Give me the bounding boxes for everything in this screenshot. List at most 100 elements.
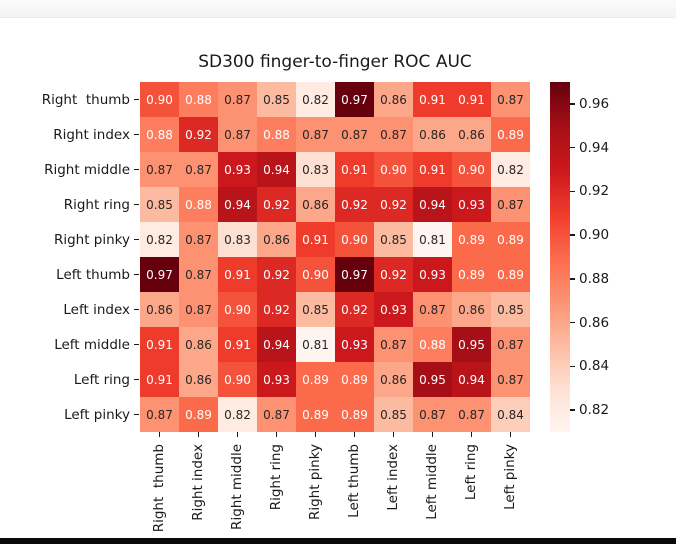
cell-0-1: 0.88 <box>179 82 218 117</box>
colorbar-tick-label: 0.88 <box>579 270 610 287</box>
cell-3-5: 0.92 <box>335 187 374 222</box>
colorbar-tick-mark <box>570 103 575 105</box>
cell-4-6: 0.85 <box>374 222 413 257</box>
cell-3-7: 0.94 <box>413 187 452 222</box>
cell-0-2: 0.87 <box>218 82 257 117</box>
cell-6-1: 0.87 <box>179 292 218 327</box>
y-tick-label-2: Right middle <box>44 161 130 178</box>
cell-4-7: 0.81 <box>413 222 452 257</box>
cell-4-4: 0.91 <box>296 222 335 257</box>
y-tick-label-9: Left pinky <box>64 406 130 423</box>
x-tick-mark <box>314 432 317 437</box>
cell-6-7: 0.87 <box>413 292 452 327</box>
x-tick-mark <box>197 432 200 437</box>
chart-title: SD300 finger-to-finger ROC AUC <box>198 52 472 72</box>
cell-7-8: 0.95 <box>452 327 491 362</box>
cell-7-2: 0.91 <box>218 327 257 362</box>
y-tick-mark <box>134 413 139 416</box>
cell-1-7: 0.86 <box>413 117 452 152</box>
cell-1-4: 0.87 <box>296 117 335 152</box>
cell-7-4: 0.81 <box>296 327 335 362</box>
cell-5-6: 0.92 <box>374 257 413 292</box>
y-tick-label-6: Left index <box>63 301 130 318</box>
cell-0-7: 0.91 <box>413 82 452 117</box>
cell-7-1: 0.86 <box>179 327 218 362</box>
cell-8-2: 0.90 <box>218 362 257 397</box>
cell-6-3: 0.92 <box>257 292 296 327</box>
colorbar-tick-mark <box>570 146 575 149</box>
cell-6-8: 0.86 <box>452 292 491 327</box>
cell-3-9: 0.87 <box>491 187 530 222</box>
y-tick-label-4: Right pinky <box>53 231 130 248</box>
y-tick-mark <box>134 343 139 346</box>
colorbar-tick-label: 0.96 <box>579 95 610 112</box>
cell-1-5: 0.87 <box>335 117 374 152</box>
x-tick-mark <box>470 432 473 437</box>
x-tick-mark <box>431 432 434 437</box>
cell-4-8: 0.89 <box>452 222 491 257</box>
x-tick-mark <box>392 432 395 437</box>
cell-9-9: 0.84 <box>491 397 530 432</box>
cell-8-0: 0.91 <box>140 362 179 397</box>
cell-8-8: 0.94 <box>452 362 491 397</box>
cell-4-5: 0.90 <box>335 222 374 257</box>
cell-5-2: 0.91 <box>218 257 257 292</box>
cell-9-2: 0.82 <box>218 397 257 432</box>
x-tick-mark <box>353 432 356 437</box>
cell-2-3: 0.94 <box>257 152 296 187</box>
cell-4-0: 0.82 <box>140 222 179 257</box>
colorbar-tick-mark <box>570 278 575 280</box>
cell-3-4: 0.86 <box>296 187 335 222</box>
cell-2-4: 0.83 <box>296 152 335 187</box>
colorbar-tick-mark <box>570 234 575 236</box>
cell-6-0: 0.86 <box>140 292 179 327</box>
cell-0-9: 0.87 <box>491 82 530 117</box>
cell-8-4: 0.89 <box>296 362 335 397</box>
x-tick-mark <box>236 432 239 437</box>
y-tick-mark <box>134 168 139 171</box>
cell-6-6: 0.93 <box>374 292 413 327</box>
x-tick-mark <box>158 432 161 437</box>
cell-2-9: 0.82 <box>491 152 530 187</box>
cell-9-3: 0.87 <box>257 397 296 432</box>
cell-9-6: 0.85 <box>374 397 413 432</box>
cell-5-8: 0.89 <box>452 257 491 292</box>
y-tick-label-7: Left middle <box>54 336 130 353</box>
cell-1-9: 0.89 <box>491 117 530 152</box>
cell-0-4: 0.82 <box>296 82 335 117</box>
cell-9-7: 0.87 <box>413 397 452 432</box>
cell-2-0: 0.87 <box>140 152 179 187</box>
cell-8-5: 0.89 <box>335 362 374 397</box>
colorbar-tick-mark <box>570 365 575 368</box>
y-tick-label-0: Right thumb <box>41 91 130 108</box>
cell-4-2: 0.83 <box>218 222 257 257</box>
cell-2-7: 0.91 <box>413 152 452 187</box>
cell-4-9: 0.89 <box>491 222 530 257</box>
cell-5-9: 0.89 <box>491 257 530 292</box>
cell-8-1: 0.86 <box>179 362 218 397</box>
cell-3-2: 0.94 <box>218 187 257 222</box>
cell-1-0: 0.88 <box>140 117 179 152</box>
cell-8-3: 0.93 <box>257 362 296 397</box>
y-tick-mark <box>134 238 139 241</box>
cell-4-3: 0.86 <box>257 222 296 257</box>
cell-3-8: 0.93 <box>452 187 491 222</box>
cell-7-7: 0.88 <box>413 327 452 362</box>
cell-2-5: 0.91 <box>335 152 374 187</box>
cell-8-6: 0.86 <box>374 362 413 397</box>
cell-8-9: 0.87 <box>491 362 530 397</box>
y-tick-mark <box>134 273 139 276</box>
cell-3-3: 0.92 <box>257 187 296 222</box>
colorbar <box>550 82 570 432</box>
cell-1-6: 0.87 <box>374 117 413 152</box>
y-tick-mark <box>134 308 139 311</box>
cell-7-6: 0.87 <box>374 327 413 362</box>
cell-0-5: 0.97 <box>335 82 374 117</box>
colorbar-tick-mark <box>570 321 575 324</box>
cell-5-4: 0.90 <box>296 257 335 292</box>
cell-0-8: 0.91 <box>452 82 491 117</box>
cell-0-0: 0.90 <box>140 82 179 117</box>
cell-6-9: 0.85 <box>491 292 530 327</box>
cell-2-2: 0.93 <box>218 152 257 187</box>
